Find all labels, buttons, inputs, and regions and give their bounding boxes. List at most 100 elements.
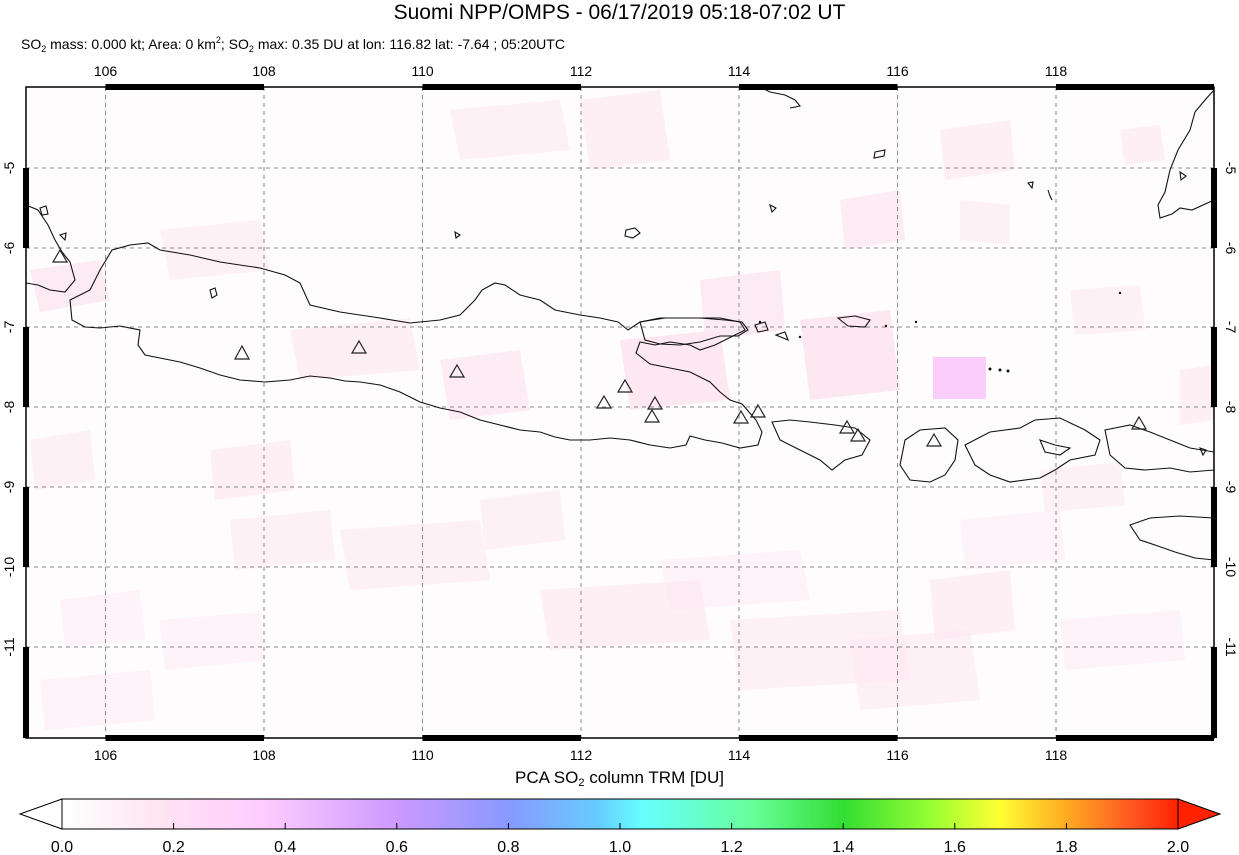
coastline-sumbawa-east [1104,424,1214,473]
triangle-icon [925,432,943,447]
so2-summary: SO2 mass: 0.000 kt; Area: 0 km2; SO2 max… [21,35,565,54]
lon-tick-label: 108 [252,63,276,79]
triangle-icon [643,408,661,423]
lat-tick-label: -6 [1,242,17,255]
colorbar-tick-label: 0.0 [51,839,73,855]
so2-max-label: ; SO [220,36,249,52]
lat-tick-label: -9 [1223,481,1239,494]
colorbar-under-arrow [18,798,63,830]
map-title: Suomi NPP/OMPS - 06/17/2019 05:18-07:02 … [393,1,846,24]
colorbar-title-prefix: PCA SO [515,768,579,787]
lon-tick-label: 116 [886,63,909,79]
colorbar-tick-label: 1.0 [609,839,631,855]
lon-tick-label: 116 [886,747,909,763]
coastline-madura [639,317,749,346]
colorbar-tick-label: 0.4 [274,839,296,855]
coastline-islet-1 [873,149,886,159]
coastline-sumba [1129,515,1214,561]
coastline-java [69,242,763,449]
coastline-islet-5 [454,230,461,239]
coastline-lombok [899,427,959,483]
lat-tick-label: -10 [1,557,17,577]
frame-ticks [23,84,1217,741]
max-location-text: max: 0.35 DU at lon: 116.82 lat: -7.64 ;… [253,36,565,52]
coastline-sumatra [26,204,76,293]
colorbar-tick-label: 0.2 [162,839,184,855]
coastline-bali [771,419,871,471]
lat-tick-label: -11 [1223,637,1239,656]
colorbar: 0.0 0.2 0.4 0.6 0.8 1.0 1.2 1.4 1.6 1.8 … [18,798,1222,855]
coastline-islet-2 [1027,181,1034,190]
lon-labels-bottom: 106 108 110 112 114 116 118 [94,747,1068,763]
coastline-islet-8 [1179,170,1187,182]
coastline-islet-7 [58,232,67,242]
coastline-bawean [624,227,641,239]
coastline-islet-3 [1047,189,1053,201]
lon-tick-label: 110 [411,63,434,79]
triangle-icon [350,339,368,354]
triangle-icon [732,409,750,424]
small-islets [758,291,1122,373]
coastlines [26,87,1214,561]
mass-area-text: mass: 0.000 kt; Area: 0 km [46,36,216,52]
triangle-icon [849,427,867,442]
lat-tick-label: -5 [1,162,17,175]
lat-tick-label: -5 [1223,162,1239,175]
colorbar-tick-label: 1.6 [944,839,966,855]
colorbar-tick-label: 1.8 [1055,839,1077,855]
so2-max-pixel [933,357,986,399]
so2-label: SO [21,36,42,52]
coastline-islet-9 [1199,447,1207,457]
lat-tick-label: -7 [1223,321,1239,334]
lon-tick-label: 106 [94,747,118,763]
so2-subscript: 2 [41,44,47,54]
lat-tick-label: -8 [1223,401,1239,414]
colorbar-tick-label: 1.2 [720,839,742,855]
coastline-kangean [836,315,871,328]
colorbar-tick-label: 0.8 [497,839,519,855]
lon-labels-top: 106 108 110 112 114 116 118 [94,63,1068,79]
lat-tick-label: -11 [1,637,17,656]
lat-tick-label: -8 [1,401,17,414]
coastline-islet-4 [769,203,777,214]
colorbar-labels: 0.0 0.2 0.4 0.6 0.8 1.0 1.2 1.4 1.6 1.8 … [51,839,1189,855]
lon-tick-label: 118 [1045,63,1068,79]
colorbar-tick-label: 1.4 [832,839,854,855]
so2-max-subscript: 2 [248,44,254,54]
colorbar-ticks [61,823,1179,829]
lon-tick-label: 108 [252,747,276,763]
triangle-icon [595,394,613,409]
triangle-icon [646,395,664,410]
colorbar-over-arrow [1177,798,1222,830]
triangle-icon [1130,415,1148,430]
coastline-karimunjawa [209,287,218,299]
coastline-islet-11 [774,331,789,341]
coastline-islet-10 [754,321,769,333]
colorbar-title-subscript: 2 [578,777,585,789]
lat-tick-label: -10 [1223,557,1239,577]
coastline-sulawesi [1157,89,1214,219]
lon-tick-label: 112 [570,63,593,79]
triangle-icon [448,363,466,378]
lon-tick-label: 118 [1045,747,1068,763]
lon-tick-label: 106 [94,63,118,79]
lat-tick-label: -7 [1,321,17,334]
coastline-sumbawa [964,417,1101,483]
triangle-icon [616,378,634,393]
colorbar-title: PCA SO2 column TRM [DU] [0,768,1239,789]
lat-labels-right: -5 -6 -7 -8 -9 -10 -11 [1223,162,1239,657]
graticule [26,87,1214,738]
km-superscript: 2 [215,35,221,45]
colorbar-title-suffix: column TRM [DU] [584,768,724,787]
lat-tick-label: -9 [1,481,17,494]
triangle-icon [233,344,251,360]
triangle-icon [749,403,767,418]
map-frame [25,86,1215,739]
coastline-kalimantan [759,87,802,109]
coastline-sumbawa-bay [1039,439,1072,456]
colorbar-tick-label: 2.0 [1167,839,1189,855]
colorbar-tick-label: 0.6 [386,839,408,855]
lon-tick-label: 112 [570,747,593,763]
lon-tick-label: 114 [728,63,751,79]
